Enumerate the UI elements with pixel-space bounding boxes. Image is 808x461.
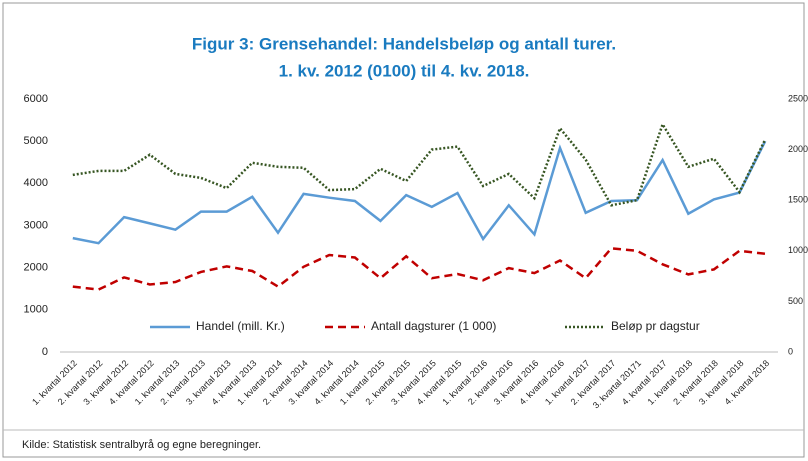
chart-title: Figur 3: Grensehandel: Handelsbeløp og a… bbox=[192, 34, 616, 53]
x-tick-label: 3. kvartal 2018 bbox=[697, 358, 746, 407]
x-tick-label: 1. kvartal 2015 bbox=[338, 358, 387, 407]
y-tick-label: 6000 bbox=[24, 93, 48, 105]
series-line bbox=[72, 246, 766, 291]
x-tick-label: 2. kvartal 2012 bbox=[56, 358, 105, 407]
y2-tick-label: 2000 bbox=[788, 144, 808, 154]
x-tick-label: 3. kvartal 2015 bbox=[389, 358, 438, 407]
x-tick-label: 1. kvartal 2016 bbox=[440, 358, 489, 407]
x-tick-label: 3. kvartal 2016 bbox=[492, 358, 541, 407]
x-tick-label: 2. kvartal 2016 bbox=[466, 358, 515, 407]
y2-tick-label: 500 bbox=[788, 296, 803, 306]
x-tick-label: 2. kvartal 2013 bbox=[158, 358, 207, 407]
x-tick-label: 4. kvartal 2014 bbox=[312, 358, 361, 407]
legend-label: Antall dagsturer (1 000) bbox=[371, 319, 496, 333]
y-tick-label: 3000 bbox=[24, 219, 48, 231]
x-tick-label: 1. kvartal 2018 bbox=[646, 358, 695, 407]
x-tick-label: 1. kvartal 2017 bbox=[543, 358, 592, 407]
chart-subtitle: 1. kv. 2012 (0100) til 4. kv. 2018. bbox=[279, 61, 530, 80]
y-tick-label: 2000 bbox=[24, 262, 48, 274]
y2-tick-label: 1000 bbox=[788, 245, 808, 255]
x-tick-label: 2. kvartal 2015 bbox=[363, 358, 412, 407]
legend-label: Handel (mill. Kr.) bbox=[196, 319, 285, 333]
x-tick-label: 1. kvartal 2012 bbox=[30, 358, 79, 407]
x-tick-label: 4. kvartal 2013 bbox=[210, 358, 259, 407]
y2-tick-label: 1500 bbox=[788, 195, 808, 205]
x-tick-label: 3. kvartal 2012 bbox=[81, 358, 130, 407]
x-tick-label: 3. kvartal 2014 bbox=[287, 358, 336, 407]
y2-tick-label: 0 bbox=[788, 346, 793, 356]
x-tick-label: 4. kvartal 2018 bbox=[722, 358, 771, 407]
x-tick-label: 4. kvartal 2015 bbox=[415, 358, 464, 407]
series-line bbox=[72, 121, 767, 207]
x-tick-label: 4. kvartal 2012 bbox=[107, 358, 156, 407]
x-tick-label: 1. kvartal 2013 bbox=[133, 358, 182, 407]
x-tick-label: 2. kvartal 2018 bbox=[671, 358, 720, 407]
series-line bbox=[72, 140, 767, 245]
legend-label: Beløp pr dagstur bbox=[611, 319, 700, 333]
x-tick-label: 1. kvartal 2014 bbox=[235, 358, 284, 407]
y-tick-label: 4000 bbox=[24, 177, 48, 189]
x-tick-label: 2. kvartal 2014 bbox=[261, 358, 310, 407]
x-tick-label: 4. kvartal 2016 bbox=[517, 358, 566, 407]
y-tick-label: 0 bbox=[42, 346, 48, 358]
source: Kilde: Statistisk sentralbyrå og egne be… bbox=[22, 439, 261, 451]
x-tick-label: 2. kvartal 2017 bbox=[569, 358, 618, 407]
x-tick-label: 3. kvartal 2013 bbox=[184, 358, 233, 407]
y2-tick-label: 2500 bbox=[788, 93, 808, 103]
x-tick-label: 4. kvartal 2017 bbox=[620, 358, 669, 407]
y-tick-label: 1000 bbox=[24, 304, 48, 316]
y-tick-label: 5000 bbox=[24, 135, 48, 147]
